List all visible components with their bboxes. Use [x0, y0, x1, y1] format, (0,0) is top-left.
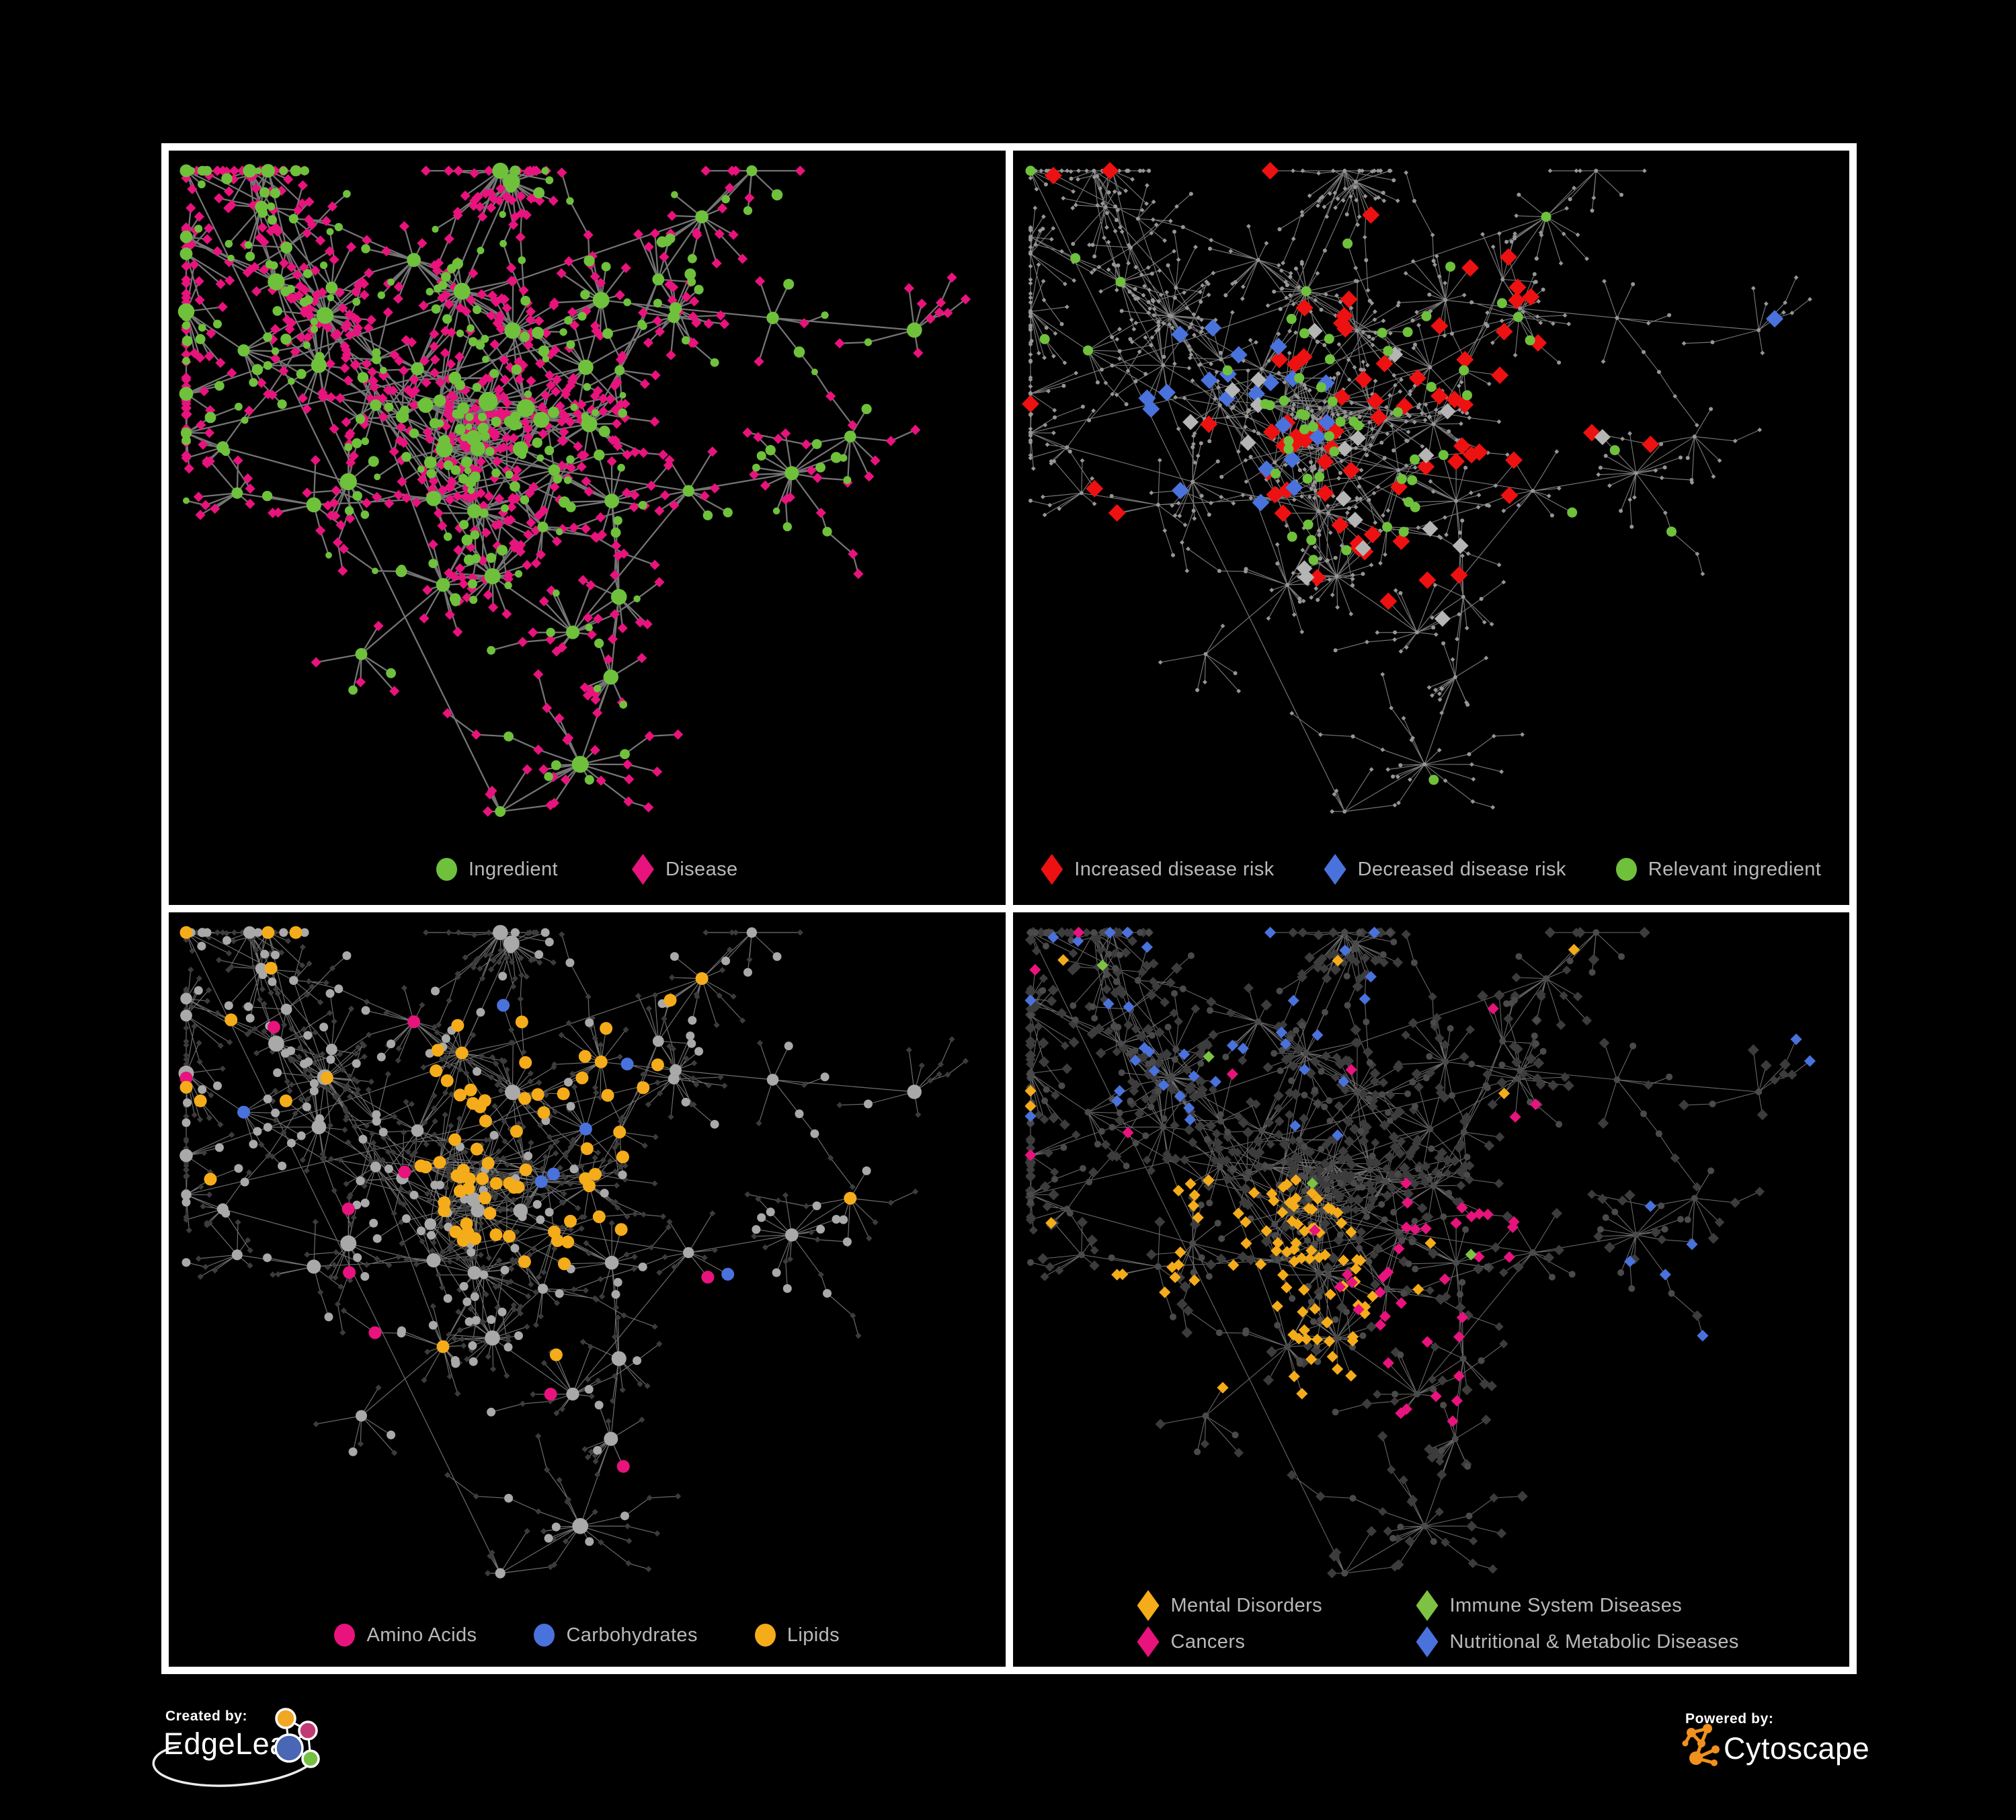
network-graph-disease-classes [1024, 926, 1816, 1579]
diamond-swatch [1324, 854, 1346, 885]
legend-ingredient-classes: Amino Acids Carbohydrates Lipids [169, 1624, 1006, 1647]
legend-disease-risk: Increased disease risk Decreased disease … [1013, 854, 1850, 885]
legend-disease-classes: Mental Disorders Immune System Diseases Ca… [1013, 1590, 1850, 1657]
diamond-swatch [1041, 854, 1063, 885]
legend-label: Cancers [1170, 1630, 1246, 1653]
panel-ingredient-classes: Amino Acids Carbohydrates Lipids [169, 912, 1006, 1667]
powered-by-label: Powered by: [1685, 1711, 1774, 1727]
diamond-swatch [1416, 1590, 1439, 1621]
created-by-label: Created by: [165, 1708, 248, 1724]
network-graph-disease-risk [1021, 162, 1812, 814]
legend-item-cancers: Cancers [1137, 1626, 1416, 1657]
circle-swatch [1615, 858, 1637, 881]
legend-label: Lipids [787, 1624, 840, 1646]
legend-label: Mental Disorders [1170, 1594, 1323, 1616]
circle-swatch [534, 1624, 555, 1647]
legend-item-mental-disorders: Mental Disorders [1137, 1590, 1416, 1621]
legend-item-immune-system-diseases: Immune System Diseases [1416, 1590, 1739, 1621]
panel-disease-classes: Mental Disorders Immune System Diseases Ca… [1012, 912, 1850, 1667]
legend-item-lipids: Lipids [754, 1624, 840, 1647]
edgeleap-logo-icon [152, 1708, 320, 1787]
network-graph-ingredients-diseases [177, 163, 971, 817]
network-graph-ingredient-classes [178, 924, 969, 1579]
legend-label: Disease [665, 858, 738, 880]
legend-label: Nutritional & Metabolic Diseases [1449, 1630, 1739, 1653]
legend-item-disease: Disease [631, 854, 738, 885]
legend-label: Immune System Diseases [1449, 1594, 1683, 1616]
legend-label: Relevant ingredient [1648, 858, 1822, 880]
legend-label: Increased disease risk [1074, 858, 1275, 880]
legend-item-nutritional-metabolic-diseases: Nutritional & Metabolic Diseases [1416, 1626, 1739, 1657]
circle-swatch [436, 858, 457, 881]
panel-disease-risk: Increased disease risk Decreased disease … [1012, 151, 1850, 905]
legend-label: Amino Acids [366, 1624, 477, 1646]
diamond-swatch [1137, 1590, 1160, 1621]
legend-label: Decreased disease risk [1357, 858, 1566, 880]
panel-ingredients-diseases: Ingredient Disease [169, 151, 1006, 905]
legend-label: Ingredient [468, 858, 558, 880]
cytoscape-logo-icon [1682, 1724, 1720, 1766]
legend-item-ingredient: Ingredient [436, 858, 558, 881]
legend-item-amino-acids: Amino Acids [334, 1624, 477, 1647]
legend-label: Carbohydrates [566, 1624, 698, 1646]
diamond-swatch [1137, 1626, 1160, 1657]
legend-item-increased-disease-risk: Increased disease risk [1041, 854, 1274, 885]
legend-item-relevant-ingredient: Relevant ingredient [1615, 858, 1822, 881]
diamond-swatch [1416, 1626, 1439, 1657]
legend-item-decreased-disease-risk: Decreased disease risk [1324, 854, 1566, 885]
circle-swatch [334, 1624, 356, 1647]
diamond-swatch [631, 854, 654, 885]
legend-item-carbohydrates: Carbohydrates [534, 1624, 697, 1647]
cytoscape-brand-text: Cytoscape [1724, 1731, 1870, 1766]
circle-swatch [754, 1624, 776, 1647]
panel-grid: Ingredient Disease Increased disease risk… [161, 143, 1857, 1674]
legend-ingredients-diseases: Ingredient Disease [169, 854, 1006, 885]
